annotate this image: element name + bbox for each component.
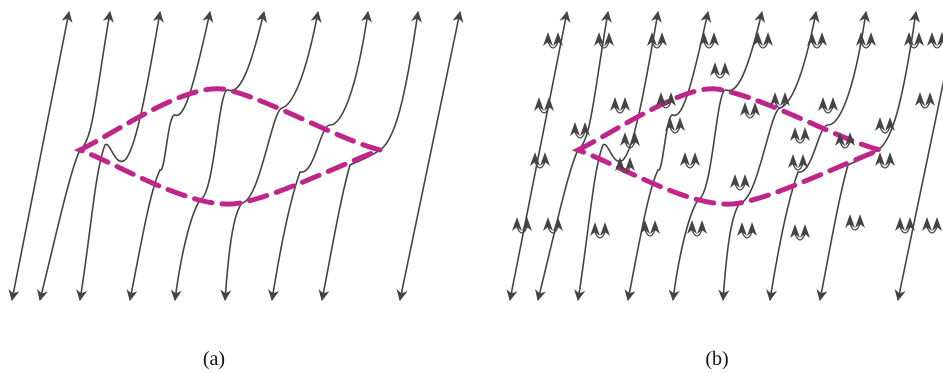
panel-a bbox=[8, 10, 464, 302]
arrowhead-pair bbox=[543, 217, 563, 234]
arrowhead-pair bbox=[570, 122, 590, 139]
arrowhead-pair bbox=[594, 32, 614, 49]
arrowhead-pair bbox=[640, 220, 660, 237]
arrowhead-pair bbox=[927, 32, 943, 49]
arrowhead-pair bbox=[845, 214, 865, 231]
arrowhead-pair bbox=[610, 97, 630, 114]
arrowhead-pair bbox=[875, 152, 895, 169]
arrowhead-pair bbox=[895, 217, 915, 234]
arrowhead-pair bbox=[818, 97, 838, 114]
strand bbox=[894, 10, 943, 302]
strand bbox=[574, 10, 662, 302]
arrowhead-pair bbox=[534, 97, 554, 114]
strand bbox=[170, 10, 268, 302]
arrowhead-pair bbox=[835, 132, 855, 149]
arrowhead-pair bbox=[740, 102, 760, 119]
arrowhead-pair bbox=[656, 92, 676, 109]
arrowhead-pair bbox=[620, 132, 640, 149]
strands-b bbox=[506, 10, 943, 302]
arrowhead-pair bbox=[753, 32, 773, 49]
strand bbox=[126, 10, 214, 302]
arrowhead-pair bbox=[915, 92, 935, 109]
arrowhead-pair bbox=[710, 62, 730, 79]
dashed-boundary-a bbox=[73, 86, 389, 207]
strand bbox=[396, 10, 464, 302]
arrowhead-pair bbox=[807, 32, 827, 49]
arrowhead-pair bbox=[790, 127, 810, 144]
arrowhead-pair bbox=[647, 32, 667, 49]
strand bbox=[766, 10, 871, 302]
arrowhead-pair bbox=[922, 217, 942, 234]
strand bbox=[506, 10, 571, 302]
arrowhead-pair bbox=[856, 32, 876, 49]
arrowhead-pair bbox=[680, 152, 700, 169]
strand bbox=[268, 10, 373, 302]
arrowhead-pair bbox=[665, 117, 685, 134]
arrowhead-pair bbox=[730, 174, 750, 191]
arrowhead-pair bbox=[543, 32, 563, 49]
strand bbox=[718, 10, 820, 302]
strand bbox=[220, 10, 322, 302]
caption-a: (a) bbox=[203, 348, 225, 370]
dashed-boundary-b bbox=[571, 86, 889, 207]
arrowhead-pair bbox=[615, 157, 635, 174]
arrowhead-pair bbox=[687, 220, 707, 237]
arrowhead-pair bbox=[737, 222, 757, 239]
arrowhead-pair bbox=[512, 217, 532, 234]
arrowhead-pair bbox=[904, 32, 924, 49]
intermediate-arrowheads-b bbox=[512, 32, 943, 241]
arrowhead-pair bbox=[590, 222, 610, 239]
strand bbox=[8, 10, 73, 302]
arrowhead-pair bbox=[530, 152, 550, 169]
arrowhead-pair bbox=[788, 154, 808, 171]
arrowhead-pair bbox=[699, 32, 719, 49]
arrowhead-pair bbox=[875, 117, 895, 134]
strands-a bbox=[8, 10, 464, 302]
arrowhead-pair bbox=[790, 224, 810, 241]
arrowhead-pair bbox=[770, 92, 790, 109]
panel-b bbox=[506, 10, 943, 302]
caption-b: (b) bbox=[705, 348, 728, 370]
